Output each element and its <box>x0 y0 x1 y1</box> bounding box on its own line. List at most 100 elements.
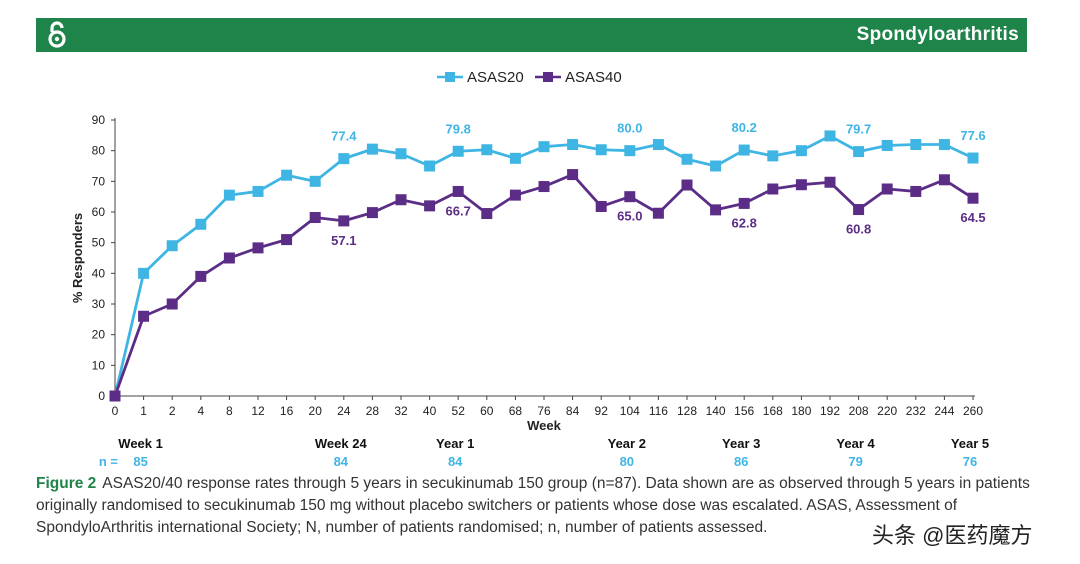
x-tick-label: 76 <box>537 404 551 418</box>
milestone-label: Year 1 <box>436 436 474 451</box>
data-point-asas40 <box>795 179 807 191</box>
x-tick-label: 260 <box>963 404 983 418</box>
x-tick-label: 40 <box>423 404 437 418</box>
data-point-asas20 <box>366 143 378 155</box>
legend-label-asas40: ASAS40 <box>565 69 622 86</box>
x-tick-label: 180 <box>791 404 811 418</box>
data-label-asas20: 80.2 <box>732 120 757 135</box>
x-tick-label: 104 <box>620 404 640 418</box>
y-tick-label: 60 <box>92 205 106 219</box>
data-point-asas20 <box>509 152 521 164</box>
x-tick-label: 32 <box>394 404 408 418</box>
data-point-asas20 <box>338 153 350 165</box>
data-point-asas40 <box>309 212 321 224</box>
data-point-asas40 <box>195 270 207 282</box>
y-tick-label: 50 <box>92 236 106 250</box>
data-point-asas20 <box>595 144 607 156</box>
data-point-asas20 <box>567 139 579 151</box>
data-point-asas20 <box>967 152 979 164</box>
data-point-asas40 <box>824 176 836 188</box>
data-point-asas40 <box>710 204 722 216</box>
figure-caption-text: ASAS20/40 response rates through 5 years… <box>36 475 1030 536</box>
figure-label: Figure 2 <box>36 475 97 492</box>
data-point-asas40 <box>910 185 922 197</box>
data-label-asas40: 66.7 <box>446 203 471 218</box>
open-access-icon <box>48 21 66 48</box>
data-point-asas20 <box>138 267 150 279</box>
data-label-asas40: 65.0 <box>617 209 642 224</box>
y-tick-label: 30 <box>92 297 106 311</box>
data-point-asas40 <box>395 194 407 206</box>
milestone-n-count: 86 <box>734 454 748 469</box>
milestone-n-count: 76 <box>963 454 977 469</box>
data-point-asas40 <box>138 310 150 322</box>
data-point-asas40 <box>166 298 178 310</box>
data-point-asas40 <box>624 191 636 203</box>
data-point-asas40 <box>881 183 893 195</box>
milestone-label: Year 5 <box>951 436 989 451</box>
data-point-asas40 <box>652 207 664 219</box>
y-tick-label: 70 <box>92 174 106 188</box>
x-tick-label: 1 <box>140 404 147 418</box>
data-point-asas20 <box>652 139 664 151</box>
data-point-asas20 <box>681 153 693 165</box>
figure-caption: Figure 2 ASAS20/40 response rates through… <box>36 473 1036 539</box>
milestone-label: Year 2 <box>608 436 646 451</box>
journal-banner: Spondyloarthritis <box>36 18 1027 52</box>
y-tick-label: 40 <box>92 266 106 280</box>
data-point-asas40 <box>424 200 436 212</box>
x-tick-label: 16 <box>280 404 294 418</box>
data-point-asas40 <box>481 208 493 220</box>
data-point-asas20 <box>452 145 464 157</box>
data-label-asas20: 79.7 <box>846 122 871 137</box>
data-point-asas40 <box>738 197 750 209</box>
x-tick-label: 2 <box>169 404 176 418</box>
y-tick-label: 10 <box>92 358 106 372</box>
milestone-label: Year 4 <box>836 436 875 451</box>
x-tick-label: 116 <box>649 404 668 418</box>
x-tick-label: 28 <box>366 404 380 418</box>
data-point-asas40 <box>767 183 779 195</box>
data-label-asas20: 77.4 <box>331 129 357 144</box>
x-tick-label: 244 <box>934 404 954 418</box>
data-point-asas20 <box>281 169 293 181</box>
data-point-asas40 <box>252 242 264 254</box>
data-point-asas20 <box>881 139 893 151</box>
data-point-asas40 <box>366 207 378 219</box>
milestone-n-count: 79 <box>848 454 862 469</box>
x-axis-title: Week <box>527 418 561 433</box>
x-tick-label: 24 <box>337 404 351 418</box>
x-tick-label: 52 <box>452 404 466 418</box>
data-point-asas20 <box>481 144 493 156</box>
x-tick-label: 208 <box>849 404 869 418</box>
milestone-label: Week 1 <box>118 436 163 451</box>
data-label-asas20: 80.0 <box>617 121 642 136</box>
journal-section-title: Spondyloarthritis <box>856 24 1019 45</box>
x-tick-label: 156 <box>734 404 754 418</box>
x-tick-label: 60 <box>480 404 494 418</box>
x-tick-label: 232 <box>906 404 926 418</box>
milestone-label: Year 3 <box>722 436 760 451</box>
series-line-asas40 <box>113 173 974 397</box>
data-point-asas40 <box>338 215 350 227</box>
x-tick-label: 92 <box>595 404 609 418</box>
data-point-asas20 <box>710 160 722 172</box>
x-tick-label: 0 <box>112 404 119 418</box>
data-point-asas20 <box>538 141 550 153</box>
data-point-asas40 <box>538 181 550 193</box>
x-tick-label: 168 <box>763 404 783 418</box>
watermark: 头条 @医药魔方 <box>868 518 1037 550</box>
x-tick-label: 192 <box>820 404 840 418</box>
y-tick-label: 90 <box>92 113 106 127</box>
series-line-asas20 <box>113 134 974 397</box>
milestone-n-count: 85 <box>133 454 147 469</box>
y-tick-label: 20 <box>92 328 106 342</box>
y-axis-title: % Responders <box>70 213 85 303</box>
data-point-asas20 <box>624 145 636 157</box>
x-tick-label: 220 <box>877 404 897 418</box>
n-label: n = <box>99 454 119 469</box>
data-point-asas40 <box>281 234 293 246</box>
data-label-asas20: 77.6 <box>960 128 985 143</box>
data-point-asas20 <box>424 160 436 172</box>
